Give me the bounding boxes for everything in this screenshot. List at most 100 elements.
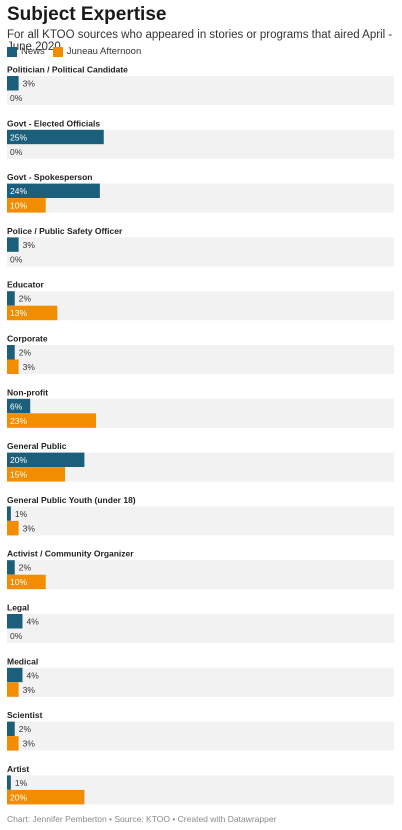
bar-track [7, 345, 394, 360]
data-label-juneau-afternoon: 3% [23, 685, 36, 695]
data-label-juneau-afternoon: 0% [10, 631, 23, 641]
bar-juneau-afternoon-non-profit [7, 413, 97, 428]
data-label-juneau-afternoon: 3% [23, 739, 36, 749]
data-label-juneau-afternoon: 3% [23, 362, 36, 372]
bar-track [7, 76, 394, 91]
data-label-news: 4% [26, 617, 39, 627]
category-label: Scientist [7, 710, 43, 720]
data-label-news: 24% [10, 186, 27, 196]
data-label-news: 25% [10, 132, 27, 142]
category-label: Activist / Community Organizer [7, 549, 134, 559]
data-label-juneau-afternoon: 3% [23, 523, 36, 533]
bar-track [7, 467, 394, 482]
bar-news-legal [7, 614, 23, 629]
bar-track [7, 614, 394, 629]
category-label: Govt - Spokesperson [7, 172, 93, 182]
bar-track [7, 291, 394, 306]
category-label: Police / Public Safety Officer [7, 226, 123, 236]
data-label-news: 2% [19, 294, 32, 304]
bar-track [7, 506, 394, 521]
category-label: Legal [7, 603, 29, 613]
bar-news-politician-political-candidate [7, 76, 19, 91]
chart-footer: Chart: Jennifer Pemberton • Source: KTOO… [7, 814, 277, 824]
bar-news-corporate [7, 345, 15, 360]
bar-juneau-afternoon-educator [7, 305, 58, 321]
chart-title: Subject Expertise [7, 4, 167, 25]
bar-news-educator [7, 291, 15, 306]
bar-track [7, 198, 394, 213]
bar-news-medical [7, 667, 23, 683]
category-label: Corporate [7, 334, 48, 344]
bar-news-general-public [7, 452, 85, 468]
bar-track [7, 305, 394, 321]
bar-juneau-afternoon-general-public-youth-under-18 [7, 520, 19, 536]
data-label-juneau-afternoon: 15% [10, 470, 27, 480]
category-label: General Public [7, 441, 67, 451]
data-label-news: 1% [15, 509, 28, 519]
data-label-news: 3% [23, 79, 36, 89]
bar-track [7, 251, 394, 267]
category-label: General Public Youth (under 18) [7, 495, 136, 505]
bar-news-govt-spokesperson [7, 183, 100, 199]
data-label-news: 1% [15, 778, 28, 788]
data-label-news: 2% [19, 563, 32, 573]
data-label-juneau-afternoon: 0% [10, 93, 23, 103]
bar-juneau-afternoon-general-public [7, 467, 66, 482]
category-label: Politician / Political Candidate [7, 65, 128, 75]
legend-label-news: News [21, 46, 45, 57]
data-label-news: 6% [10, 401, 23, 411]
bar-news-artist [7, 775, 11, 790]
bar-news-activist-community-organizer [7, 560, 15, 575]
legend-swatch-news [7, 46, 17, 57]
bar-track [7, 574, 394, 590]
legend: News Juneau Afternoon [7, 46, 149, 57]
bar-track [7, 736, 394, 751]
data-label-news: 4% [26, 670, 39, 680]
bar-track [7, 775, 394, 790]
bar-track [7, 560, 394, 575]
data-label-juneau-afternoon: 10% [10, 577, 27, 587]
bar-track [7, 628, 394, 643]
chart-subtitle: For all KTOO sources who appeared in sto… [7, 29, 393, 53]
data-label-news: 2% [19, 724, 32, 734]
legend-swatch-juneau-afternoon [52, 46, 63, 57]
category-label: Govt - Elected Officials [7, 118, 100, 128]
bar-track [7, 682, 394, 697]
bar-track [7, 90, 394, 105]
bar-track [7, 398, 394, 414]
bar-track [7, 721, 394, 737]
bar-track [7, 667, 394, 683]
bar-news-govt-elected-officials [7, 129, 104, 145]
bar-juneau-afternoon-govt-spokesperson [7, 198, 46, 213]
data-label-juneau-afternoon: 20% [10, 792, 27, 802]
bar-track [7, 520, 394, 536]
bar-news-non-profit [7, 398, 31, 414]
bar-juneau-afternoon-scientist [7, 736, 19, 751]
bar-news-general-public-youth-under-18 [7, 506, 11, 521]
bar-juneau-afternoon-artist [7, 789, 85, 805]
bar-juneau-afternoon-activist-community-organizer [7, 574, 46, 590]
legend-label-juneau-afternoon: Juneau Afternoon [66, 46, 142, 57]
data-label-juneau-afternoon: 13% [10, 308, 27, 318]
data-label-news: 20% [10, 455, 27, 465]
data-label-juneau-afternoon: 23% [10, 416, 27, 426]
category-label: Educator [7, 280, 45, 290]
bar-track [7, 413, 394, 428]
data-label-news: 2% [19, 348, 32, 358]
bar-juneau-afternoon-corporate [7, 359, 19, 374]
bar-news-scientist [7, 721, 15, 737]
bar-track [7, 359, 394, 374]
category-label: Medical [7, 656, 38, 666]
category-label: Artist [7, 764, 29, 774]
data-label-juneau-afternoon: 0% [10, 254, 23, 264]
bar-track [7, 789, 394, 805]
bar-news-police-public-safety-officer [7, 237, 19, 252]
bar-track [7, 183, 394, 199]
data-label-juneau-afternoon: 0% [10, 147, 23, 157]
bar-track [7, 144, 394, 159]
data-label-juneau-afternoon: 10% [10, 201, 27, 211]
data-label-news: 3% [23, 240, 36, 250]
bar-track [7, 452, 394, 468]
